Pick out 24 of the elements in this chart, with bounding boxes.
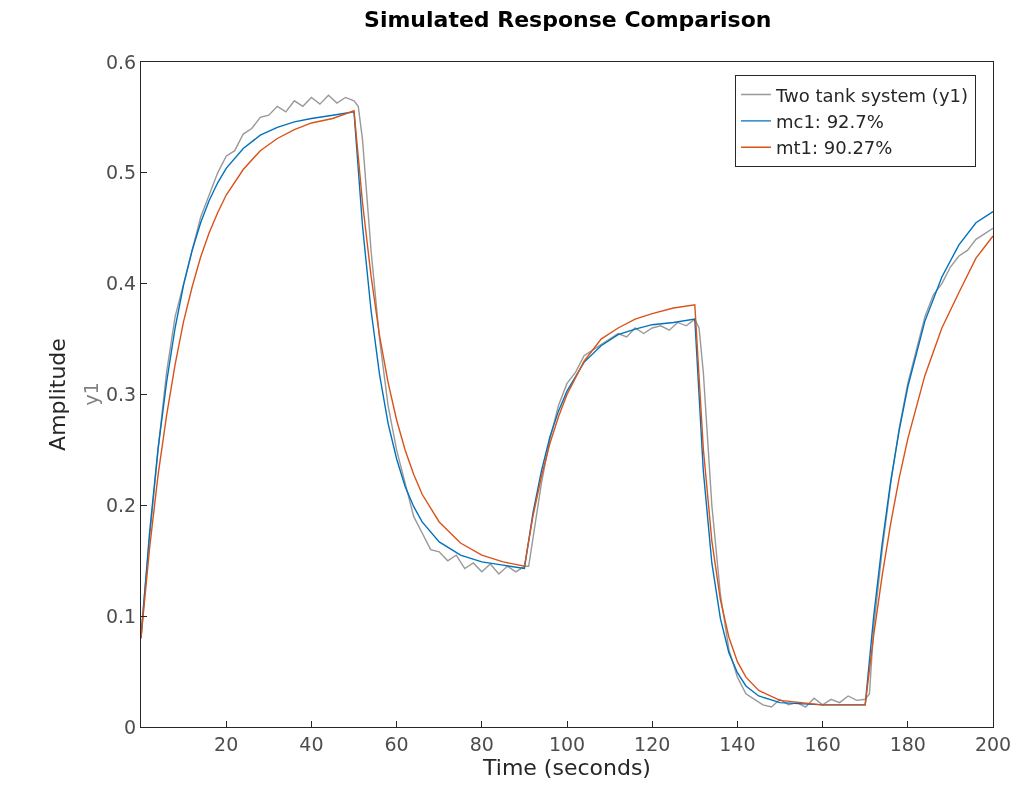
y-tick-label: 0.4 [105,272,137,295]
x-tick-label: 20 [214,732,239,755]
x-tick-label: 60 [384,732,409,755]
text: y1 [79,382,102,406]
chart-title: Simulated Response Comparison [364,7,772,33]
x-tick-label: 120 [634,732,671,755]
x-tick-label: 160 [804,732,841,755]
x-tick-label: 40 [299,732,324,755]
y-tick-label: 0 [124,715,137,738]
y-tick-label: 0.6 [105,50,137,73]
x-tick-label: 100 [548,732,586,755]
y-tick-label: 0.2 [105,493,137,516]
legend-label: mc1: 92.7% [775,110,884,132]
y-tick-label: 0.1 [105,604,137,627]
y-tick-label: 0.5 [105,161,137,184]
x-tick-label: 200 [974,732,1012,755]
x-axis-title: Time (seconds) [482,754,651,780]
x-tick-label: 180 [889,732,926,755]
x-tick-label: 140 [719,732,756,755]
y-tick-label: 0.3 [105,383,137,406]
y-axis-title: Amplitude [44,338,70,451]
legend-label: Two tank system (y1) [774,84,969,106]
x-tick-label: 80 [469,732,494,755]
legend-label: mt1: 90.27% [775,137,893,159]
